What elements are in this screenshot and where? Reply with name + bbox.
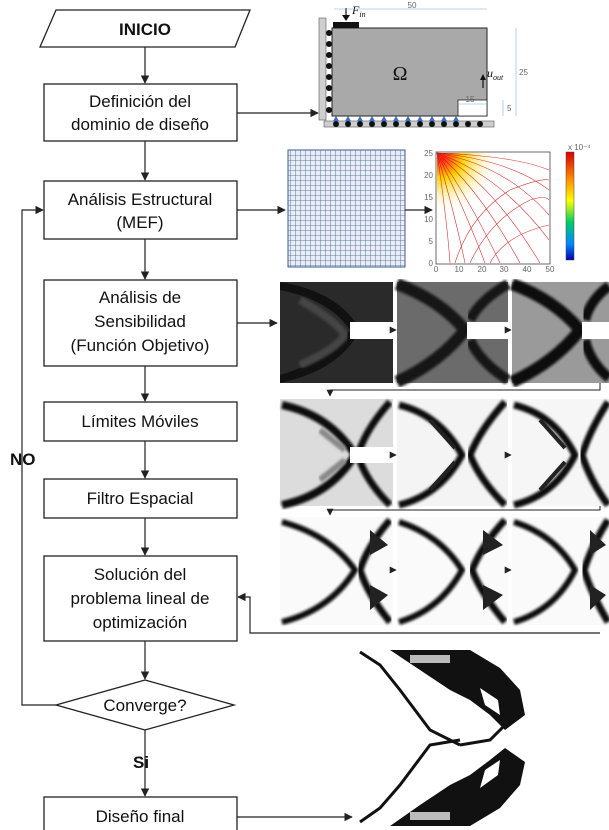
- decision-label: Converge?: [103, 696, 186, 715]
- design-domain-figure: Fin uout Ω 50 25 15 5: [318, 1, 528, 128]
- y-tick-0: 0: [429, 259, 434, 268]
- step-structural-analysis: Análisis Estructural (MEF): [43, 180, 238, 240]
- step-fea-line-2: (MEF): [116, 213, 163, 232]
- step-sensitivity-line-2: Sensibilidad: [94, 312, 186, 331]
- dimension-lines: [334, 8, 517, 116]
- y-tick-3: 15: [424, 193, 433, 202]
- no-label: NO: [10, 450, 36, 469]
- svg-text:Fin: Fin: [351, 3, 366, 19]
- output-label-subscript: out: [493, 73, 504, 82]
- omega-label: Ω: [393, 63, 408, 85]
- dim-height-label: 25: [519, 68, 528, 77]
- iteration-row-3: [280, 517, 609, 625]
- left-roller-supports: [326, 30, 332, 113]
- y-tick-5: 25: [424, 149, 433, 158]
- start-label: INICIO: [119, 20, 171, 39]
- contour-x-ticks: 0 10 20 30 40 50: [434, 265, 555, 274]
- final-design-figure: [355, 648, 530, 826]
- arrow-designs-to-lp: [237, 592, 600, 634]
- step-fea-line-1: Análisis Estructural: [68, 190, 213, 209]
- iteration-image-3: [509, 278, 609, 388]
- arrow-no-loop: [21, 205, 56, 706]
- fe-mesh-figure: [287, 149, 406, 268]
- svg-text:uout: uout: [487, 66, 504, 82]
- step-domain-line-1: Definición del: [89, 92, 191, 111]
- x-tick-5: 50: [546, 265, 555, 274]
- output-label: u: [487, 66, 493, 80]
- iteration-image-5: [397, 399, 508, 509]
- step-lp-line-1: Solución del: [94, 565, 187, 584]
- iteration-image-8: [397, 517, 508, 625]
- arrow-row1-to-row2: [326, 383, 601, 397]
- colorbar: [565, 151, 575, 261]
- step-sensitivity-line-3: (Función Objetivo): [71, 336, 210, 355]
- yes-label: Si: [133, 753, 149, 772]
- x-tick-2: 20: [478, 265, 487, 274]
- iteration-image-7: [280, 517, 393, 625]
- iteration-image-2: [394, 278, 511, 388]
- bottom-supports: [333, 116, 483, 127]
- step-move-limits: Límites Móviles: [43, 401, 238, 442]
- step-sensitivity-analysis: Análisis de Sensibilidad (Función Objeti…: [43, 279, 238, 367]
- step-linear-optimization: Solución del problema lineal de optimiza…: [43, 555, 238, 642]
- step-spatial-filter: Filtro Espacial: [43, 478, 238, 519]
- x-tick-4: 40: [523, 265, 532, 274]
- force-label: F: [351, 3, 360, 17]
- dim-gap-width-label: 15: [466, 95, 475, 104]
- x-tick-1: 10: [455, 265, 464, 274]
- end-label: Diseño final: [96, 807, 185, 826]
- decision-node: Converge?: [53, 679, 237, 731]
- iteration-image-1: [280, 282, 393, 383]
- dim-gap-height-label: 5: [507, 104, 512, 113]
- step-lp-line-3: optimización: [93, 613, 188, 632]
- contour-y-ticks: 0 5 10 15 20 25: [424, 149, 433, 268]
- force-arrow-head-icon: [342, 15, 350, 21]
- arrow-row2-to-row3: [326, 506, 601, 516]
- dim-width-label: 50: [408, 1, 417, 10]
- y-tick-4: 20: [424, 171, 433, 180]
- step-lp-line-2: problema lineal de: [71, 589, 210, 608]
- iteration-image-6: [512, 399, 609, 509]
- iteration-image-4: [280, 399, 393, 509]
- connectors: [21, 47, 600, 822]
- force-label-subscript: in: [359, 10, 365, 19]
- y-tick-1: 5: [429, 237, 434, 246]
- start-node: INICIO: [39, 9, 251, 48]
- y-tick-2: 10: [424, 215, 433, 224]
- colorbar-title: x 10⁻⁴: [568, 143, 591, 152]
- step-move-limits-label: Límites Móviles: [81, 412, 198, 431]
- step-filter-label: Filtro Espacial: [87, 489, 194, 508]
- end-node: Diseño final: [43, 796, 238, 830]
- output-arrow-head-icon: [480, 74, 486, 80]
- x-tick-0: 0: [434, 265, 439, 274]
- x-tick-3: 30: [500, 265, 509, 274]
- iteration-row-2: [280, 399, 609, 509]
- step-sensitivity-line-1: Análisis de: [99, 288, 181, 307]
- iteration-image-9: [512, 517, 609, 625]
- displacement-contour-figure: x 10⁻⁴ 0 10 20 30 40 50 0 5 10 15 20 25: [424, 143, 591, 274]
- step-domain-definition: Definición del dominio de diseño: [43, 83, 238, 142]
- iteration-row-1: [280, 278, 609, 388]
- step-domain-line-2: dominio de diseño: [71, 115, 209, 134]
